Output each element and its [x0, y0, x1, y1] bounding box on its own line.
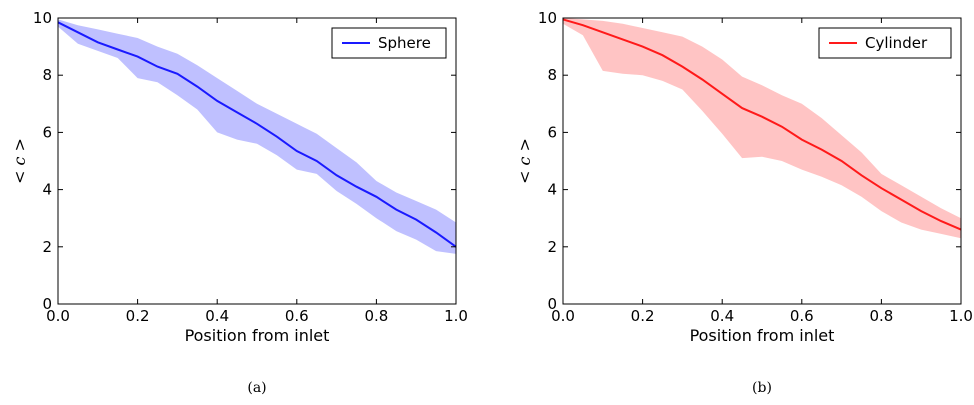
x-tick-label: 0.0: [46, 307, 70, 325]
x-tick-label: 0.6: [285, 307, 309, 325]
cylinder-std-band: [563, 18, 961, 239]
x-tick-label: 0.6: [790, 307, 814, 325]
x-tick-label: 0.2: [631, 307, 655, 325]
x-tick-label: 0.2: [126, 307, 150, 325]
plot-frame: [57, 17, 457, 305]
x-tick-label: 0.4: [205, 307, 229, 325]
y-tick-label: 6: [547, 123, 557, 141]
y-tick-label: 10: [538, 9, 557, 27]
x-axis-label: Position from inlet: [185, 326, 330, 345]
x-tick-label: 0.8: [364, 307, 388, 325]
y-axis-label: < c >: [10, 138, 29, 184]
legend: Sphere: [331, 27, 447, 59]
y-tick-label: 6: [42, 123, 52, 141]
x-tick-label: 0.8: [869, 307, 893, 325]
x-tick-label: 1.0: [949, 307, 973, 325]
y-tick-label: 0: [547, 295, 557, 313]
x-axis-ticks: 0.0 0.2 0.4 0.6 0.8 1.0: [551, 18, 973, 325]
y-tick-label: 4: [547, 181, 557, 199]
legend-label: Cylinder: [865, 34, 928, 52]
x-tick-label: 1.0: [444, 307, 468, 325]
x-tick-label: 0.0: [551, 307, 575, 325]
x-axis-label: Position from inlet: [690, 326, 835, 345]
plot-frame: [562, 17, 962, 305]
y-tick-label: 2: [42, 238, 52, 256]
y-tick-label: 2: [547, 238, 557, 256]
panel-a-sphere: 0.0 0.2 0.4 0.6 0.8 1.0 0 2 4 6 8 10 Position from…: [10, 9, 468, 396]
x-axis-ticks: 0.0 0.2 0.4 0.6 0.8 1.0: [46, 18, 468, 325]
sphere-mean-line: [57, 21, 457, 248]
y-tick-label: 8: [42, 66, 52, 84]
y-tick-label: 8: [547, 66, 557, 84]
legend: Cylinder: [818, 27, 952, 59]
y-axis-ticks: 0 2 4 6 8 10: [538, 9, 961, 313]
y-tick-label: 10: [33, 9, 52, 27]
caption: (a): [247, 380, 266, 396]
y-tick-label: 4: [42, 181, 52, 199]
y-axis-ticks: 0 2 4 6 8 10: [33, 9, 456, 313]
cylinder-mean-line: [562, 18, 962, 231]
y-tick-label: 0: [42, 295, 52, 313]
y-axis-label: < c >: [515, 138, 534, 184]
panel-b-cylinder: 0.0 0.2 0.4 0.6 0.8 1.0 0 2 4 6 8 10 Position from…: [515, 9, 973, 396]
sphere-std-band: [58, 19, 456, 254]
legend-label: Sphere: [378, 34, 431, 52]
caption: (b): [752, 380, 772, 396]
x-tick-label: 0.4: [710, 307, 734, 325]
